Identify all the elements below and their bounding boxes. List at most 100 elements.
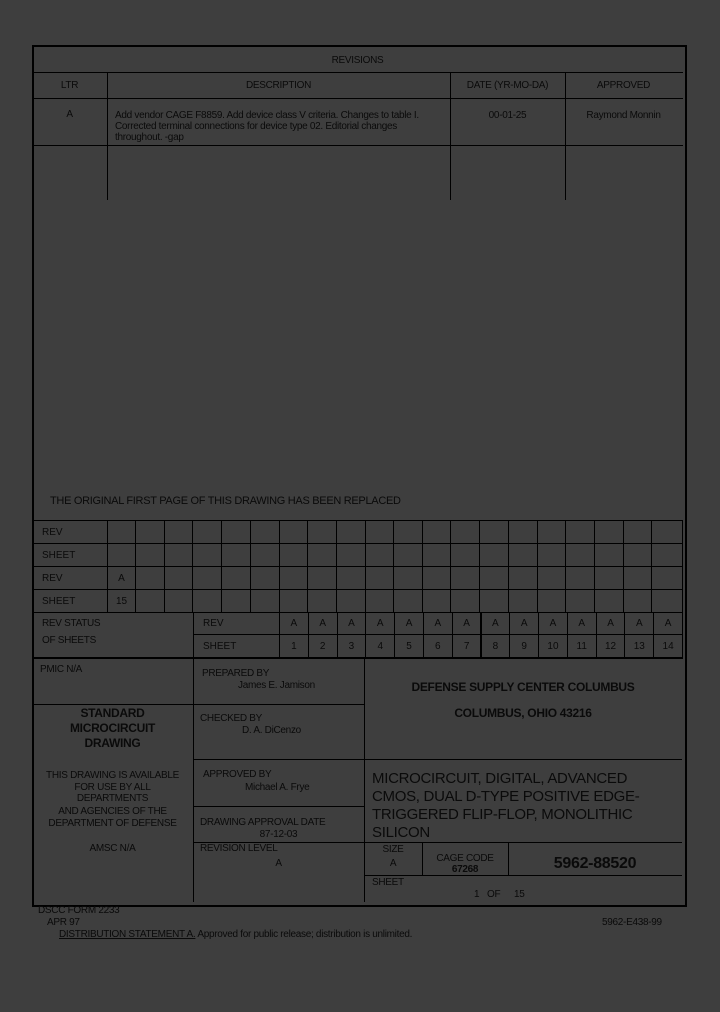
rev-status-rev: A	[365, 612, 396, 635]
rev-grid-cell	[508, 566, 538, 590]
rev-grid-cell	[537, 520, 566, 544]
rev-grid-cell	[537, 589, 566, 613]
rev-status-rev: A	[595, 612, 626, 635]
rev-grid-cell	[594, 566, 624, 590]
divider	[32, 98, 683, 99]
rev-status-sheet: 9	[509, 634, 540, 658]
rev-grid-cell	[565, 543, 595, 567]
rev-grid-cell	[508, 589, 538, 613]
rev-grid-cell	[279, 520, 308, 544]
rev-grid-cell	[307, 566, 337, 590]
drawing-title-line: SILICON	[372, 824, 430, 841]
rev-status-rev: A	[566, 612, 597, 635]
drawing-frame	[32, 45, 687, 907]
drawing-title-line: TRIGGERED FLIP-FLOP, MONOLITHIC	[372, 806, 633, 823]
sheet-total: 15	[514, 889, 525, 900]
rev-status-rev: A	[451, 612, 482, 635]
rev-grid-cell	[221, 566, 251, 590]
availability-line: DEPARTMENT OF DEFENSE	[48, 818, 177, 829]
rev-grid-cell	[279, 589, 308, 613]
rev-grid-cell	[594, 520, 624, 544]
approval-date: 87-12-03	[259, 829, 298, 840]
rev-grid-cell	[135, 566, 165, 590]
divider	[450, 72, 451, 200]
rev-grid-cell	[135, 543, 165, 567]
rev-grid-cell	[594, 543, 624, 567]
agency-address: COLUMBUS, OHIO 43216	[454, 706, 592, 720]
rev-grid-cell	[192, 520, 222, 544]
header-approved: APPROVED	[596, 80, 651, 91]
rev-grid-cell	[135, 520, 165, 544]
divider	[193, 759, 682, 760]
rev-grid-cell	[537, 566, 566, 590]
checked-by: D. A. DiCenzo	[242, 725, 301, 736]
rev-grid-cell	[450, 566, 480, 590]
rev-grid-cell	[164, 566, 193, 590]
availability-line: AND AGENCIES OF THE	[58, 806, 167, 817]
availability-line: FOR USE BY ALL	[74, 782, 151, 793]
divider	[364, 657, 365, 902]
revision-description-line: throughout. -gap	[115, 132, 184, 143]
rev-status-sheet: 12	[595, 634, 626, 658]
revisions-title: REVISIONS	[331, 55, 384, 66]
rev-grid-cell	[508, 520, 538, 544]
pmic: PMIC N/A	[40, 664, 83, 675]
rev-grid-cell: 15	[107, 589, 136, 613]
rev-grid-cell	[135, 589, 165, 613]
divider	[422, 842, 423, 875]
size-value: A	[389, 858, 397, 869]
rev-grid-cell	[250, 566, 280, 590]
rev-grid-cell	[479, 543, 509, 567]
agency-name: DEFENSE SUPPLY CENTER COLUMBUS	[411, 680, 635, 694]
revision-level: A	[275, 858, 282, 869]
rev-grid-cell	[336, 566, 366, 590]
rev-grid-cell	[565, 566, 595, 590]
rev-grid-cell	[422, 589, 451, 613]
rev-grid-cell	[164, 520, 193, 544]
rev-status-rev: A	[279, 612, 309, 635]
cage-code: 67268	[451, 864, 479, 875]
divider	[32, 657, 683, 659]
distribution-statement: DISTRIBUTION STATEMENT A. Approved for p…	[59, 929, 412, 940]
rev-status-sheet: 7	[451, 634, 482, 658]
rev-grid-cell	[307, 520, 337, 544]
revision-description-line: Add vendor CAGE F8859. Add device class …	[115, 110, 419, 121]
rev-grid-cell	[623, 520, 652, 544]
divider	[193, 842, 682, 843]
rev-status-rev: A	[480, 612, 511, 635]
rev-grid-cell	[221, 589, 251, 613]
rev-grid-cell	[250, 543, 280, 567]
rev-status-sheet: 8	[480, 634, 511, 658]
divider	[32, 704, 193, 705]
rev-grid-cell	[221, 520, 251, 544]
rev-grid-cell	[192, 543, 222, 567]
rev-grid-label: REV	[32, 520, 108, 544]
approved-by: Michael A. Frye	[245, 782, 310, 793]
rev-status-sheet: 14	[653, 634, 683, 658]
rev-status-rev: A	[509, 612, 540, 635]
rev-grid-cell	[365, 520, 394, 544]
rev-status-sheet: 6	[422, 634, 453, 658]
rev-grid-cell	[336, 589, 366, 613]
replaced-notice: THE ORIGINAL FIRST PAGE OF THIS DRAWING …	[50, 495, 401, 507]
rev-status-label: OF SHEETS	[42, 635, 96, 646]
rev-status-rev: A	[422, 612, 453, 635]
rev-status-rev: A	[394, 612, 424, 635]
revision-description-line: Corrected terminal connections for devic…	[115, 121, 397, 132]
prepared-by: James E. Jamison	[238, 680, 315, 691]
rev-grid-cell	[450, 589, 480, 613]
rev-grid-cell	[336, 543, 366, 567]
size-label: SIZE	[382, 844, 404, 855]
revision-date: 00-01-25	[488, 110, 527, 121]
form-date: APR 97	[47, 917, 80, 928]
availability-line: THIS DRAWING IS AVAILABLE	[46, 770, 179, 781]
rev-grid-cell	[594, 589, 624, 613]
rev-grid-cell	[336, 520, 366, 544]
distribution-text: Approved for public release; distributio…	[195, 929, 413, 940]
rev-status-sheet: 1	[279, 634, 309, 658]
rev-grid-cell	[164, 589, 193, 613]
rev-grid-cell	[479, 520, 509, 544]
rev-grid-cell	[565, 520, 595, 544]
form-number: DSCC FORM 2233	[38, 905, 120, 916]
rev-status-rev: A	[336, 612, 367, 635]
